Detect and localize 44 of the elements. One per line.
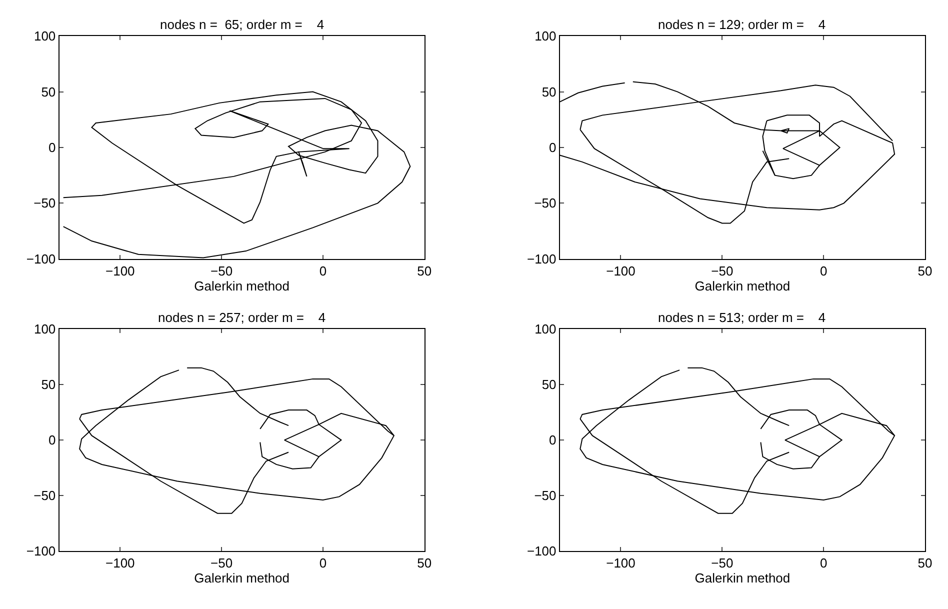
chart-title: nodes n = 513; order m = 4	[658, 310, 826, 325]
x-tick-label: 0	[319, 556, 327, 571]
y-tick-label: −50	[534, 196, 556, 211]
x-axis-title: Galerkin method	[194, 570, 290, 586]
x-axis-title: Galerkin method	[694, 278, 790, 294]
x-axis-title: Galerkin method	[694, 570, 790, 586]
x-tick-label: 50	[417, 263, 432, 278]
x-tick-label: −50	[711, 556, 734, 571]
x-tick-label: −100	[606, 556, 636, 571]
y-tick-label: −100	[26, 251, 56, 266]
x-tick-label: −100	[105, 556, 135, 571]
y-tick-label: 100	[34, 28, 56, 44]
x-tick-label: −50	[711, 263, 734, 278]
y-tick-label: 50	[41, 84, 56, 100]
x-tick-label: 50	[417, 556, 432, 571]
y-tick-label: 50	[542, 84, 556, 100]
chart-title: nodes n = 65; order m = 4	[160, 17, 324, 32]
y-tick-label: −50	[34, 488, 56, 504]
y-tick-label: 0	[48, 432, 56, 448]
x-tick-label: −50	[210, 263, 233, 278]
y-tick-label: 50	[41, 377, 56, 392]
y-tick-label: −100	[26, 544, 56, 559]
x-tick-label: −50	[210, 556, 233, 571]
x-tick-label: −100	[606, 263, 636, 278]
y-tick-label: 100	[34, 322, 56, 336]
x-tick-label: 50	[918, 263, 932, 278]
y-tick-label: 0	[549, 140, 556, 156]
chart-title: nodes n = 257; order m = 4	[158, 310, 326, 325]
y-tick-label: −100	[527, 544, 556, 559]
y-tick-label: −50	[34, 196, 56, 211]
x-tick-label: −100	[105, 263, 135, 278]
y-tick-label: 0	[48, 140, 56, 156]
x-tick-label: 0	[319, 263, 327, 278]
y-tick-label: −100	[527, 251, 556, 266]
y-tick-label: 100	[534, 28, 556, 44]
y-tick-label: 50	[542, 377, 556, 392]
y-tick-label: 0	[549, 432, 556, 448]
y-tick-label: 100	[534, 322, 556, 336]
x-tick-label: 0	[820, 263, 828, 278]
y-tick-label: −50	[534, 488, 556, 504]
x-axis-title: Galerkin method	[194, 278, 290, 294]
chart-title: nodes n = 129; order m = 4	[658, 17, 826, 32]
x-tick-label: 50	[918, 556, 932, 571]
x-tick-label: 0	[820, 556, 828, 571]
